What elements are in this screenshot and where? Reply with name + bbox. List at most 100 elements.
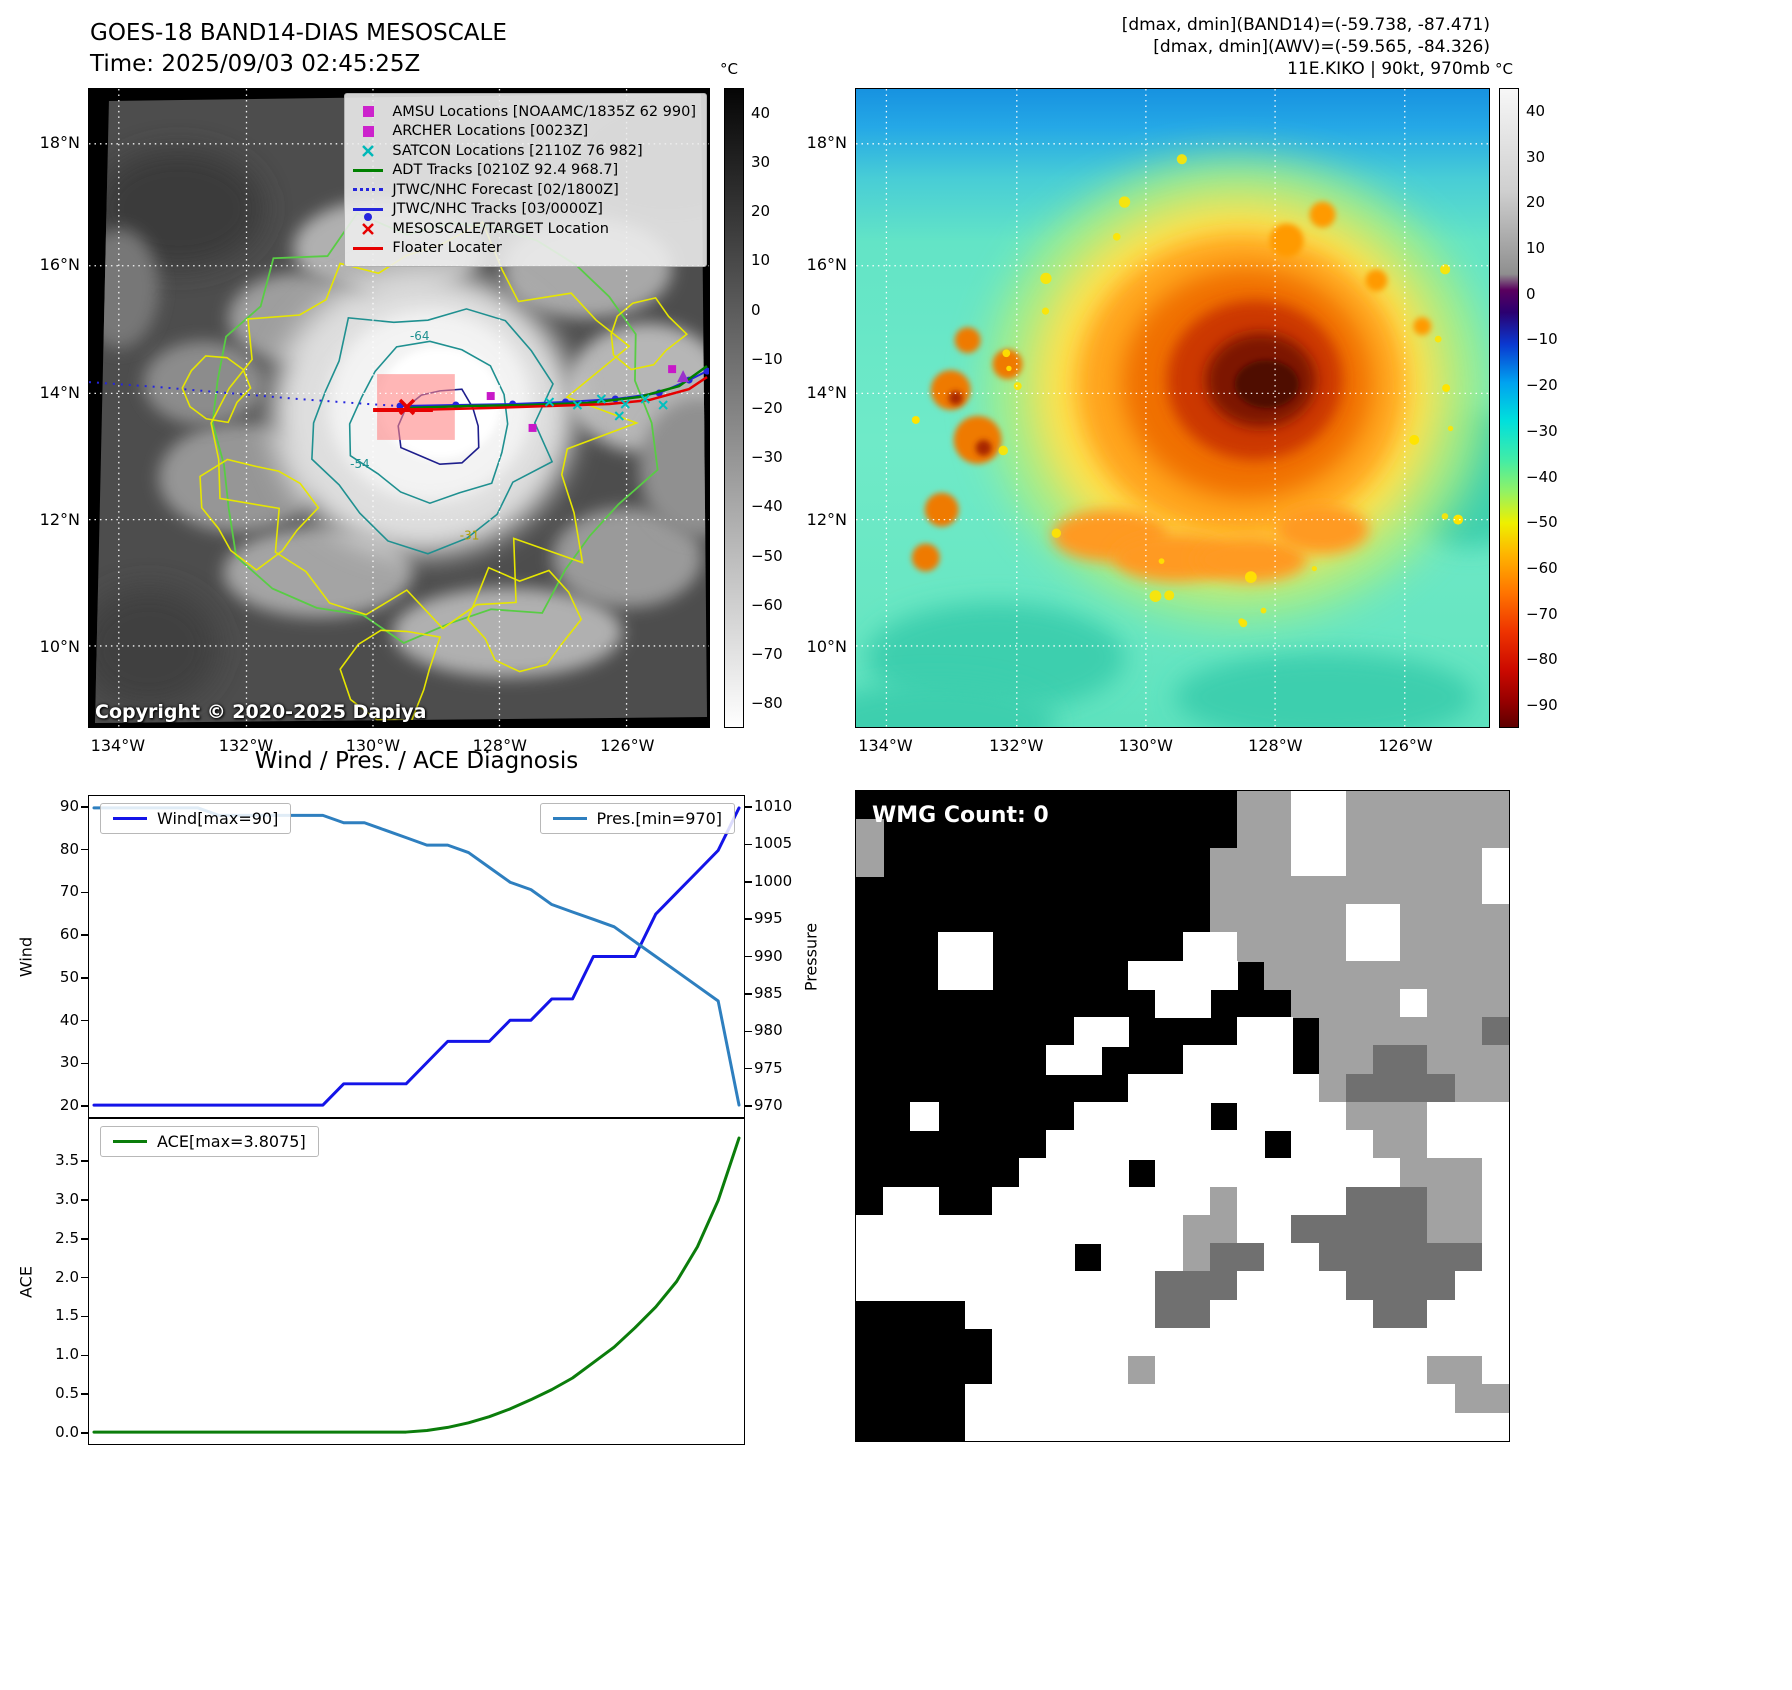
contour-line bbox=[339, 629, 442, 722]
map-legend: AMSU Locations [NOAAMC/1835Z 62 990] ARCH… bbox=[344, 93, 707, 267]
tick-mark bbox=[81, 1354, 88, 1357]
wmg-cell bbox=[1209, 1186, 1239, 1217]
wmg-cell bbox=[1100, 1243, 1130, 1273]
wmg-mask-panel: WMG Count: 0 bbox=[855, 790, 1510, 1442]
wmg-cell bbox=[1345, 1327, 1375, 1358]
wmg-cell bbox=[1481, 1214, 1509, 1245]
wmg-cell bbox=[1481, 1186, 1509, 1217]
y-tick-left: 90 bbox=[59, 797, 79, 815]
wmg-cell bbox=[1155, 1073, 1184, 1104]
right-map-lon-tick: 128°W bbox=[1248, 736, 1303, 755]
wmg-cell bbox=[1264, 1271, 1293, 1301]
wmg-cell bbox=[1264, 1158, 1293, 1188]
wmg-cell bbox=[1345, 1412, 1375, 1441]
awv-satellite-image bbox=[856, 89, 1489, 727]
legend-line-sample bbox=[113, 817, 147, 820]
contour-line bbox=[311, 308, 554, 555]
wmg-cell bbox=[910, 1214, 939, 1245]
wmg-cell bbox=[1400, 1073, 1429, 1104]
legend-item: AMSU Locations [NOAAMC/1835Z 62 990] bbox=[353, 102, 696, 122]
wmg-cell bbox=[1209, 932, 1239, 962]
wmg-cell bbox=[1236, 1412, 1266, 1441]
contour-label: -54 bbox=[350, 457, 370, 471]
left-colorbar-tick: 20 bbox=[751, 202, 771, 221]
wmg-cell bbox=[1427, 875, 1456, 906]
left-colorbar-tick: −60 bbox=[751, 595, 783, 614]
wmg-cell bbox=[1454, 1299, 1483, 1330]
right-colorbar-tick: 10 bbox=[1526, 239, 1546, 257]
wmg-cell bbox=[1454, 1017, 1483, 1047]
wmg-cell bbox=[1345, 1017, 1375, 1047]
wmg-cell bbox=[1400, 819, 1429, 849]
wmg-cell bbox=[1291, 791, 1320, 821]
wmg-cell bbox=[1128, 1299, 1157, 1330]
right-map-lat-tick: 18°N bbox=[806, 133, 847, 153]
wmg-cell bbox=[1209, 1299, 1239, 1330]
wmg-cell bbox=[1155, 1299, 1184, 1330]
series-line bbox=[92, 806, 741, 1107]
left-map-lat-tick: 12°N bbox=[39, 510, 80, 529]
wmg-cell bbox=[1100, 1384, 1130, 1414]
wmg-cell bbox=[1318, 1017, 1347, 1047]
left-colorbar-tick: 40 bbox=[751, 103, 771, 122]
wmg-cell bbox=[1318, 1271, 1347, 1301]
tick-mark bbox=[745, 806, 752, 808]
wmg-cell bbox=[1318, 904, 1347, 934]
wmg-cell bbox=[1236, 791, 1266, 821]
wmg-cell bbox=[1318, 1214, 1347, 1245]
tick-mark bbox=[745, 1030, 752, 1032]
wmg-cell bbox=[1372, 1073, 1402, 1104]
wmg-cell bbox=[1019, 1186, 1048, 1217]
wmg-cell bbox=[1073, 1186, 1103, 1217]
right-colorbar-tick: −70 bbox=[1526, 604, 1558, 623]
wmg-cell bbox=[1236, 1073, 1266, 1104]
wmg-cell bbox=[1264, 932, 1293, 962]
y-tick-right: 1005 bbox=[754, 834, 793, 853]
wmg-cell bbox=[1345, 1186, 1375, 1217]
wmg-cell bbox=[1400, 1356, 1429, 1386]
wmg-cell bbox=[1264, 819, 1293, 849]
wmg-cell bbox=[1155, 1243, 1184, 1273]
legend-label: AMSU Locations [NOAAMC/1835Z 62 990] bbox=[392, 103, 696, 120]
left-colorbar-tick: −20 bbox=[751, 399, 783, 417]
wmg-cell bbox=[1318, 1412, 1347, 1441]
wmg-cell bbox=[1046, 1214, 1075, 1245]
wind-pressure-chart bbox=[88, 795, 745, 1118]
legend-line-sample bbox=[113, 1140, 147, 1143]
wmg-cell bbox=[1481, 1130, 1509, 1160]
copyright-text: Copyright © 2020-2025 Dapiya bbox=[95, 701, 427, 723]
left-colorbar-tick: −70 bbox=[751, 645, 783, 664]
legend-marker-line bbox=[353, 168, 384, 172]
acechart-canvas bbox=[92, 1136, 741, 1434]
wmg-cell bbox=[964, 1412, 994, 1441]
right-map-lat-tick: 12°N bbox=[806, 510, 847, 529]
legend-marker-line bbox=[353, 246, 384, 250]
tick-mark bbox=[81, 1160, 88, 1162]
tick-mark bbox=[81, 1238, 88, 1240]
wmg-cell bbox=[1481, 1243, 1509, 1273]
wmg-cell bbox=[1427, 847, 1456, 877]
wmg-cell bbox=[1427, 932, 1456, 962]
wmg-cell bbox=[1454, 791, 1483, 821]
tick-mark bbox=[81, 1199, 88, 1201]
right-colorbar-tick: −60 bbox=[1526, 559, 1558, 577]
wmg-cell bbox=[1182, 1101, 1211, 1132]
wind-legend: Wind[max=90] bbox=[100, 803, 292, 834]
wmg-cell bbox=[1481, 1017, 1509, 1047]
wmg-cell bbox=[1345, 819, 1375, 849]
wmg-cell bbox=[1046, 1384, 1075, 1414]
left-colorbar bbox=[724, 88, 744, 728]
left-map-lon-tick: 130°W bbox=[345, 736, 401, 755]
ace-legend: ACE[max=3.8075] bbox=[100, 1126, 319, 1157]
left-map-lat-tick: 10°N bbox=[39, 636, 80, 656]
wmg-cell bbox=[1318, 1130, 1347, 1160]
wmg-cell bbox=[1264, 791, 1293, 821]
left-colorbar-tick: −50 bbox=[751, 546, 783, 565]
wmg-cell bbox=[1318, 1158, 1347, 1188]
legend-label: Pres.[min=970] bbox=[596, 809, 722, 828]
contour-line bbox=[348, 340, 509, 505]
wmg-cell bbox=[1155, 1214, 1184, 1245]
wmg-cell bbox=[1236, 847, 1266, 877]
wmg-cell bbox=[856, 1243, 885, 1273]
satcon-marker bbox=[596, 394, 607, 404]
